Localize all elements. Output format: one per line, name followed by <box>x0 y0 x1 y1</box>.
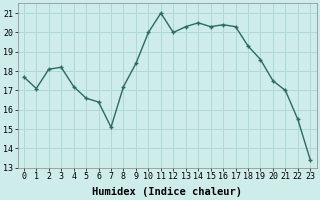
X-axis label: Humidex (Indice chaleur): Humidex (Indice chaleur) <box>92 186 242 197</box>
